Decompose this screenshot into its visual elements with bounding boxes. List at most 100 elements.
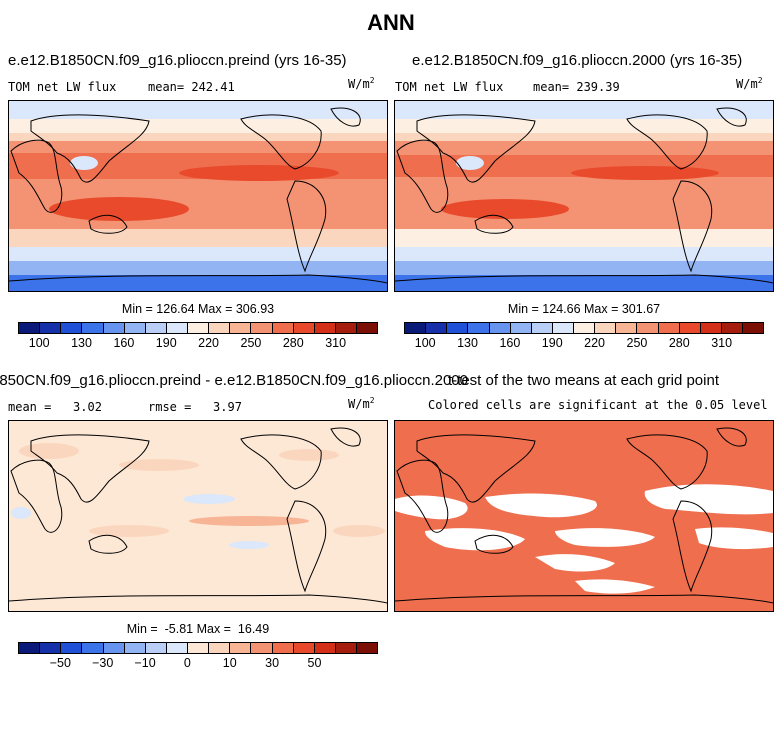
field-arctic bbox=[9, 101, 387, 119]
colorbar-swatch bbox=[357, 643, 378, 653]
panel-diff-rmse: rmse = 3.97 bbox=[148, 400, 242, 414]
colorbar-swatch bbox=[293, 323, 315, 333]
field-patch bbox=[119, 459, 199, 471]
colorbar-swatch bbox=[40, 323, 62, 333]
colorbar-swatch bbox=[19, 323, 41, 333]
map-preind-svg bbox=[9, 101, 387, 291]
panel-preind-variable: TOM net LW flux bbox=[8, 80, 117, 94]
field-south-60 bbox=[9, 247, 387, 261]
colorbar-swatch bbox=[595, 323, 617, 333]
colorbar-swatch bbox=[552, 323, 574, 333]
colorbar-swatch bbox=[230, 643, 252, 653]
rmse-label: rmse = bbox=[148, 400, 192, 414]
panel-diff-title: e.e12.B1850CN.f09_g16.plioccn.preind - e… bbox=[0, 372, 468, 389]
panel-preind-minmax: Min = 126.64 Max = 306.93 bbox=[121, 302, 275, 316]
field-south-70 bbox=[395, 261, 773, 275]
colorbar-tick-label: 250 bbox=[240, 336, 262, 350]
colorbar-swatch bbox=[103, 643, 125, 653]
colorbar-tick-label: 220 bbox=[584, 336, 606, 350]
map-preind bbox=[8, 100, 388, 292]
colorbar-tick-label: 10 bbox=[222, 656, 237, 670]
colorbar-preind-ticks: 100 130 160 190 220 250 280 310 bbox=[18, 336, 378, 352]
field-south-70 bbox=[9, 261, 387, 275]
figure-title: ANN bbox=[367, 10, 415, 35]
panel-diff-minmax: Min = -5.81 Max = 16.49 bbox=[126, 622, 270, 636]
colorbar-swatch bbox=[209, 323, 231, 333]
colorbar-swatch bbox=[103, 323, 125, 333]
colorbar-swatch bbox=[293, 643, 315, 653]
field-tibet bbox=[70, 156, 98, 170]
colorbar-tick-label: 310 bbox=[325, 336, 347, 350]
colorbar-swatch bbox=[700, 323, 722, 333]
colorbar-swatch bbox=[637, 323, 659, 333]
mean-value: 239.39 bbox=[576, 80, 620, 94]
field-patch bbox=[279, 449, 339, 461]
panel-preind-title: e.e12.B1850CN.f09_g16.plioccn.preind (yr… bbox=[8, 52, 347, 69]
colorbar-swatch bbox=[447, 323, 469, 333]
colorbar-swatch bbox=[188, 323, 210, 333]
field-patch bbox=[19, 443, 79, 459]
colorbar-swatch bbox=[679, 323, 701, 333]
colorbar-swatch bbox=[166, 323, 188, 333]
panel-preind-mean: mean= 242.41 bbox=[148, 80, 235, 94]
map-diff bbox=[8, 420, 388, 612]
panel-2000-units: W/m2 bbox=[736, 76, 763, 91]
colorbar-tick-label: 190 bbox=[541, 336, 563, 350]
colorbar-swatch bbox=[188, 643, 210, 653]
colorbar-2000 bbox=[404, 322, 764, 334]
colorbar-swatch bbox=[489, 323, 511, 333]
colorbar-swatch bbox=[61, 643, 83, 653]
colorbar-diff bbox=[18, 642, 378, 654]
panel-ttest-title: t-test of the two means at each grid poi… bbox=[448, 372, 719, 389]
colorbar-tick-label: −10 bbox=[134, 656, 156, 670]
field-north-mid bbox=[9, 119, 387, 133]
colorbar-swatch bbox=[251, 323, 273, 333]
panel-2000-title: e.e12.B1850CN.f09_g16.plioccn.2000 (yrs … bbox=[412, 52, 743, 69]
colorbar-tick-label: 50 bbox=[307, 656, 322, 670]
panel-2000-minmax: Min = 124.66 Max = 301.67 bbox=[507, 302, 661, 316]
panel-preind-units: W/m2 bbox=[348, 76, 375, 91]
colorbar-tick-label: 30 bbox=[265, 656, 280, 670]
colorbar-swatch bbox=[272, 323, 294, 333]
field-south-60 bbox=[395, 247, 773, 261]
field-patch bbox=[333, 525, 385, 537]
colorbar-tick-label: 280 bbox=[282, 336, 304, 350]
map-ttest bbox=[394, 420, 774, 612]
colorbar-swatch bbox=[616, 323, 638, 333]
field-north-mid bbox=[395, 119, 773, 133]
colorbar-tick-label: 250 bbox=[626, 336, 648, 350]
panel-2000-mean: mean= 239.39 bbox=[533, 80, 620, 94]
coastlines bbox=[395, 427, 773, 604]
panel-2000-variable: TOM net LW flux bbox=[395, 80, 504, 94]
colorbar-swatch bbox=[314, 323, 336, 333]
colorbar-swatch bbox=[335, 643, 357, 653]
field-indian-max bbox=[441, 199, 569, 219]
colorbar-swatch bbox=[19, 643, 41, 653]
colorbar-swatch bbox=[145, 643, 167, 653]
colorbar-tick-label: 0 bbox=[183, 656, 191, 670]
field-arctic bbox=[395, 101, 773, 119]
map-diff-svg bbox=[9, 421, 387, 611]
field-tibet bbox=[456, 156, 484, 170]
colorbar-swatch bbox=[166, 643, 188, 653]
colorbar-tick-label: 160 bbox=[113, 336, 135, 350]
coastlines bbox=[9, 427, 387, 604]
colorbar-swatch bbox=[230, 323, 252, 333]
rmse-value: 3.97 bbox=[213, 400, 242, 414]
field-pacific-max bbox=[179, 165, 339, 181]
field-negative bbox=[229, 541, 269, 549]
colorbar-2000-ticks: 100 130 160 190 220 250 280 310 bbox=[404, 336, 764, 352]
colorbar-diff-ticks: −50 −30 −10 0 10 30 50 bbox=[18, 656, 378, 672]
map-ttest-svg bbox=[395, 421, 773, 611]
colorbar-tick-label: 160 bbox=[499, 336, 521, 350]
field-antarctica bbox=[9, 275, 387, 291]
field-pacific-max bbox=[571, 166, 719, 180]
colorbar-tick-label: 280 bbox=[668, 336, 690, 350]
colorbar-swatch bbox=[468, 323, 490, 333]
field-patch bbox=[89, 525, 169, 537]
colorbar-tick-label: 220 bbox=[198, 336, 220, 350]
field-indian-max bbox=[49, 197, 189, 221]
mean-label: mean= bbox=[148, 80, 185, 94]
mean-value: 242.41 bbox=[191, 80, 235, 94]
colorbar-tick-label: −50 bbox=[49, 656, 71, 670]
